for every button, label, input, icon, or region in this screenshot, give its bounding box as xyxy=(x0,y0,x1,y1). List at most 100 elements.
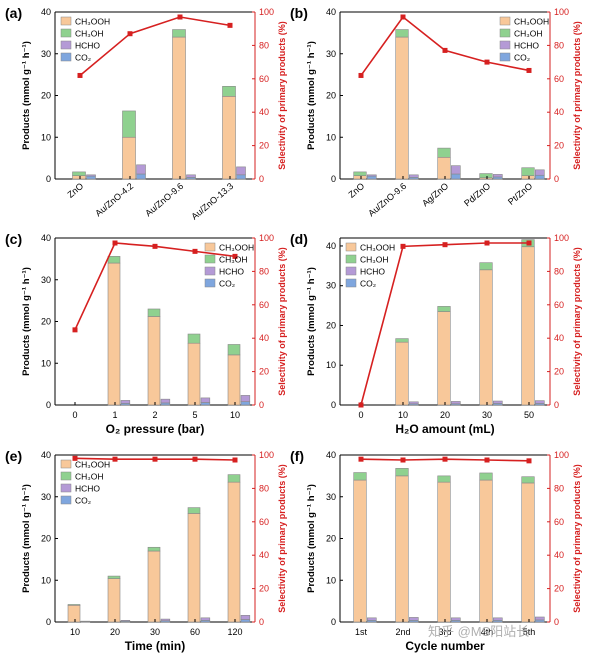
y2-tick-label: 40 xyxy=(259,107,269,117)
x-tick-label: 10 xyxy=(398,410,408,420)
y2-tick-label: 40 xyxy=(554,107,564,117)
legend-swatch-ch3ooh xyxy=(60,16,72,26)
watermark: 知乎 @MS阳站长 xyxy=(428,624,529,639)
x-tick-label: 5th xyxy=(523,627,536,637)
y2-tick-label: 80 xyxy=(259,483,269,493)
y2-tick-label: 0 xyxy=(554,174,559,184)
bar-ch3ooh xyxy=(479,479,493,623)
x-tick-label: Ag/ZnO xyxy=(420,181,450,209)
legend-swatch-ch3oh xyxy=(345,254,357,264)
legend-swatch-ch3oh xyxy=(60,471,72,481)
bar-ch3oh xyxy=(395,468,409,477)
bar-ch3oh xyxy=(147,546,161,552)
bar-hcho xyxy=(120,400,131,404)
legend-label-hcho: HCHO xyxy=(360,267,385,277)
legend-label-ch3ooh: CH₃OOH xyxy=(360,243,395,253)
y-axis-title: Products (mmol g⁻¹ h⁻¹) xyxy=(21,484,32,593)
y2-tick-label: 60 xyxy=(554,517,564,527)
y-tick-label: 30 xyxy=(326,281,336,291)
bar-co2 xyxy=(492,176,503,180)
panel-label: (b) xyxy=(290,5,308,21)
y2-tick-label: 20 xyxy=(554,584,564,594)
selectivity-point xyxy=(112,456,118,462)
y2-tick-label: 20 xyxy=(259,141,269,151)
y-tick-label: 0 xyxy=(46,617,51,627)
bar-co2 xyxy=(86,175,96,180)
bar-ch3oh xyxy=(479,472,493,481)
y-tick-label: 10 xyxy=(41,132,51,142)
y-axis-title: Products (mmol g⁻¹ h⁻¹) xyxy=(306,41,317,150)
bar-ch3ooh xyxy=(437,156,451,180)
x-tick-label: Au/ZnO-4.2 xyxy=(93,181,135,219)
legend-label-hcho: HCHO xyxy=(514,41,539,51)
y2-axis-title: Selectivity of primary products (%) xyxy=(572,464,582,613)
x-tick-label: 30 xyxy=(150,627,160,637)
y2-tick-label: 100 xyxy=(259,450,274,460)
bar-ch3oh xyxy=(107,256,121,264)
x-tick-label: 2nd xyxy=(395,627,410,637)
selectivity-point xyxy=(72,327,78,333)
bar-hcho xyxy=(408,617,419,621)
panel-label: (a) xyxy=(5,5,22,21)
bar-co2 xyxy=(534,619,545,623)
bar-ch3ooh xyxy=(107,578,121,623)
bar-hcho xyxy=(366,174,377,177)
bar-hcho xyxy=(534,400,545,404)
legend-swatch-hcho xyxy=(60,483,72,493)
bar-ch3ooh xyxy=(187,342,201,406)
legend: CH₃OOH CH₃OH HCHO CO₂ xyxy=(204,243,254,289)
panel-label: (e) xyxy=(5,448,22,464)
selectivity-point xyxy=(232,457,238,463)
bar-ch3ooh xyxy=(521,246,535,406)
y2-tick-label: 60 xyxy=(259,300,269,310)
bar-co2 xyxy=(136,173,146,180)
bar-hcho xyxy=(492,400,503,404)
legend-label-co2: CO₂ xyxy=(75,53,91,63)
bar-hcho xyxy=(236,166,246,176)
y2-axis-title: Selectivity of primary products (%) xyxy=(572,247,582,396)
legend-label-hcho: HCHO xyxy=(219,267,244,277)
bar-ch3oh xyxy=(437,306,451,312)
bar-co2 xyxy=(450,173,461,180)
bar-ch3oh xyxy=(353,171,367,176)
y-tick-label: 40 xyxy=(326,241,336,251)
bar-co2 xyxy=(534,174,545,180)
y2-tick-label: 80 xyxy=(259,266,269,276)
bar-ch3ooh xyxy=(147,316,161,406)
y-tick-label: 10 xyxy=(326,575,336,585)
selectivity-point xyxy=(152,243,158,249)
legend-swatch-hcho xyxy=(204,266,216,276)
legend-swatch-ch3ooh xyxy=(60,459,72,469)
legend-label-ch3oh: CH₃OH xyxy=(75,29,104,39)
y2-tick-label: 60 xyxy=(259,74,269,84)
bar-co2 xyxy=(366,175,377,180)
selectivity-point xyxy=(484,59,490,65)
bar-ch3oh xyxy=(107,575,121,579)
bar-ch3oh xyxy=(72,171,86,176)
bar-ch3oh xyxy=(172,29,186,38)
bar-ch3oh xyxy=(147,308,161,317)
y-tick-label: 20 xyxy=(41,91,51,101)
bar-ch3oh xyxy=(437,475,451,483)
legend: CH₃OOH CH₃OH HCHO CO₂ xyxy=(499,17,549,63)
bar-co2 xyxy=(236,174,246,180)
legend-label-co2: CO₂ xyxy=(75,496,91,506)
x-axis-title: Cycle number xyxy=(405,639,485,653)
x-tick-label: 20 xyxy=(110,627,120,637)
bar-hcho xyxy=(136,164,146,175)
chart-panel-5: (e) 0 10 20 30 40 0 20 40 60 80 100 Products (mmol g… xyxy=(5,448,287,653)
selectivity-point xyxy=(442,47,448,53)
x-tick-label: 3rd xyxy=(438,627,451,637)
y2-tick-label: 100 xyxy=(554,7,569,17)
x-tick-label: 0 xyxy=(358,410,363,420)
selectivity-point xyxy=(227,22,233,28)
bar-co2 xyxy=(160,402,171,406)
y2-tick-label: 100 xyxy=(554,233,569,243)
bar-ch3oh xyxy=(437,147,451,158)
y2-tick-label: 60 xyxy=(259,517,269,527)
y-axis-title: Products (mmol g⁻¹ h⁻¹) xyxy=(21,41,32,150)
y-tick-label: 30 xyxy=(326,49,336,59)
